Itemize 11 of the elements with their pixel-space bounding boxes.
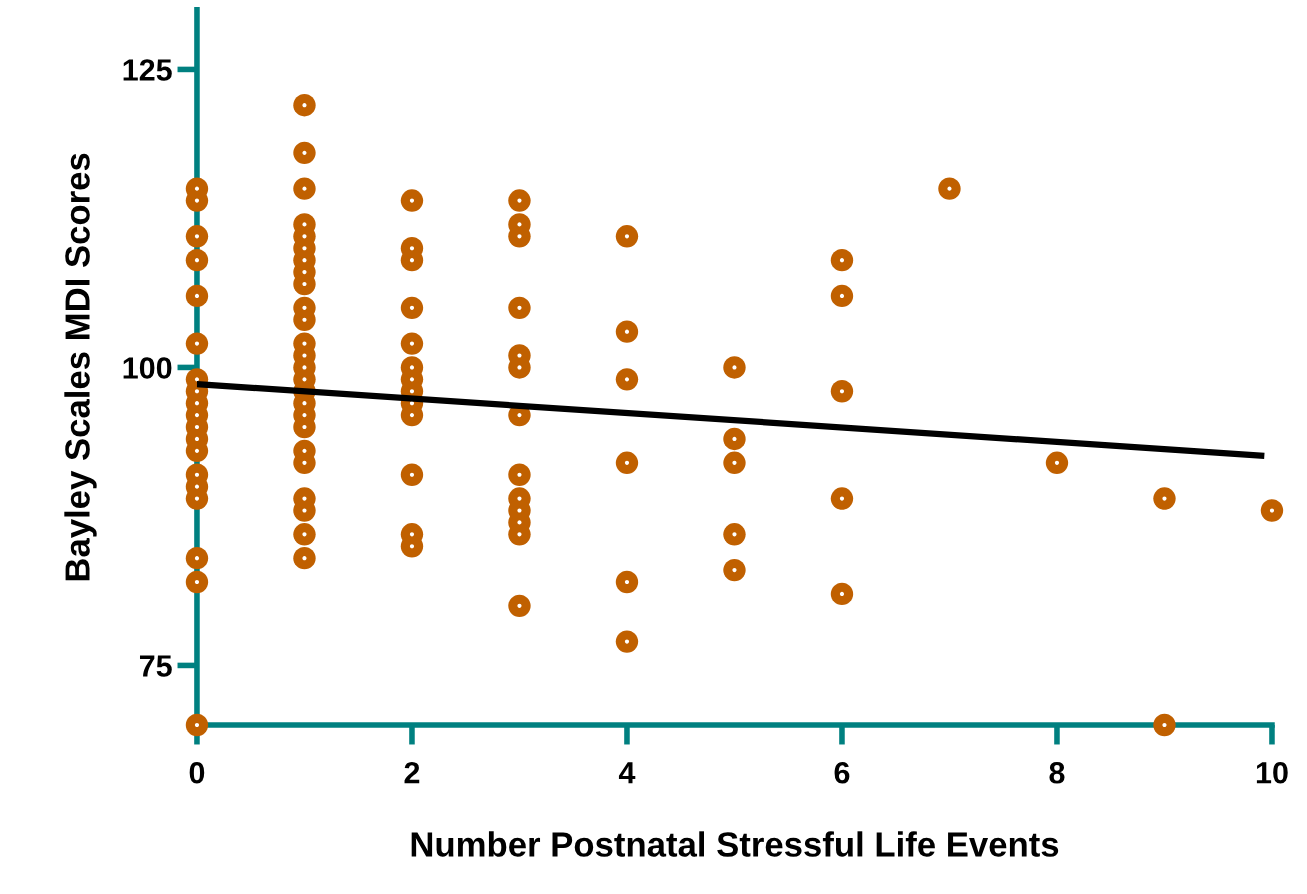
x-tick-label: 2 xyxy=(404,761,420,784)
x-tick-label: 4 xyxy=(618,762,636,784)
x-tick-label: 6 xyxy=(834,761,850,784)
x-tick-label: 0 xyxy=(189,761,205,784)
y-tick-label: 75 xyxy=(139,655,172,677)
x-tick-label: 8 xyxy=(1049,761,1065,784)
y-axis-title: Bayley Scales MDI Scores xyxy=(64,153,97,581)
x-tick-label: 10 xyxy=(1256,761,1288,784)
y-tick-label: 100 xyxy=(123,357,172,379)
y-tick-label: 125 xyxy=(123,59,172,81)
x-axis-title: Number Postnatal Stressful Life Events xyxy=(411,831,1059,857)
